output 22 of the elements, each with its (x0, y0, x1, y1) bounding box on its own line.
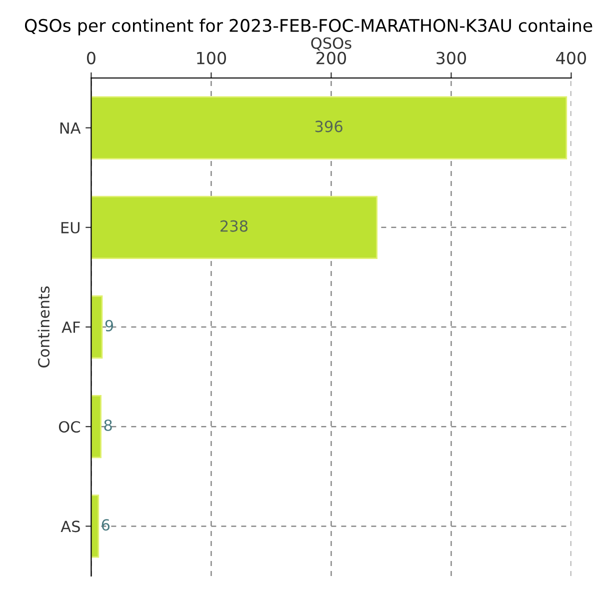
x-axis-title: QSOs (311, 37, 352, 51)
data-label: 6 (102, 519, 110, 531)
data-label: 238 (220, 220, 248, 232)
y-axis-title: Continents (38, 286, 50, 368)
y-tick-label: AS (60, 520, 80, 532)
y-tick-label: AF (62, 322, 80, 333)
bar (91, 395, 102, 458)
x-tick-label: 100 (197, 52, 226, 64)
chart-title: QSOs per continent for 2023-FEB-FOC-MARATHON-K3AU containe (24, 18, 592, 36)
bar (91, 96, 568, 160)
x-tick-label: 400 (556, 52, 586, 64)
x-tick-label: 0 (86, 52, 96, 64)
x-tick-label: 300 (436, 52, 466, 64)
x-tick-label: 200 (316, 52, 346, 64)
bar (91, 295, 103, 359)
data-label: 8 (104, 419, 112, 432)
data-label: 396 (315, 120, 342, 132)
bar (91, 196, 378, 259)
y-tick-label: NA (60, 122, 81, 134)
y-tick-label: OC (58, 421, 80, 433)
data-label: 9 (105, 320, 114, 332)
y-tick-label: EU (61, 222, 80, 234)
